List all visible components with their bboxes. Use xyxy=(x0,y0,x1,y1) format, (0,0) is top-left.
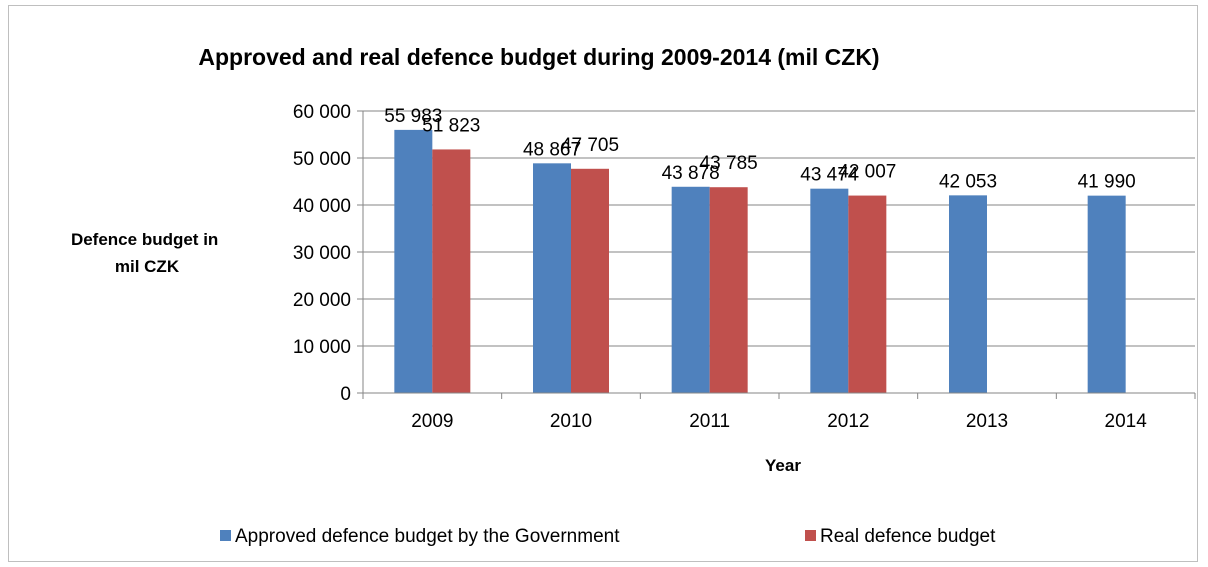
y-tick-label-0: 0 xyxy=(340,384,351,405)
legend: Approved defence budget by the Governmen… xyxy=(220,526,996,547)
x-tick-label-2012: 2012 xyxy=(827,411,869,432)
data-label-approved-2013: 42 053 xyxy=(939,171,997,192)
bar-real-2012 xyxy=(848,195,887,393)
data-label-approved-2012: 43 474 xyxy=(800,165,859,186)
legend-label-approved: Approved defence budget by the Governmen… xyxy=(235,526,620,547)
data-label-approved-2009: 55 983 xyxy=(384,106,442,127)
y-axis-label: Defence budget in mil CZK xyxy=(71,230,223,276)
legend-swatch-real xyxy=(805,530,816,541)
y-tick-label-20000: 20 000 xyxy=(293,290,351,311)
bar-approved-2013 xyxy=(949,195,987,393)
bars xyxy=(394,129,1126,394)
gridlines xyxy=(363,110,1195,347)
y-tick-label-50000: 50 000 xyxy=(293,149,351,170)
bar-approved-2010 xyxy=(533,163,571,393)
x-tick-label-2011: 2011 xyxy=(689,411,730,432)
x-tick-label-2009: 2009 xyxy=(411,411,453,432)
y-axis-label-line-2: mil CZK xyxy=(115,257,180,276)
bar-approved-2011 xyxy=(671,186,710,393)
y-tick-label-30000: 30 000 xyxy=(293,243,351,264)
y-tick-label-40000: 40 000 xyxy=(293,196,351,217)
y-tick-label-10000: 10 000 xyxy=(293,337,351,358)
data-label-approved-2014: 41 990 xyxy=(1078,172,1136,193)
bar-approved-2012 xyxy=(810,188,849,393)
bar-approved-2014 xyxy=(1087,195,1126,393)
y-tick-label-60000: 60 000 xyxy=(293,102,351,123)
data-label-real-2010: 47 705 xyxy=(561,135,619,156)
chart-frame: Approved and real defence budget during … xyxy=(8,5,1198,562)
chart-title: Approved and real defence budget during … xyxy=(198,44,879,70)
data-label-approved-2010: 48 867 xyxy=(523,139,581,160)
x-axis-label: Year xyxy=(765,456,801,475)
x-tick-label-2014: 2014 xyxy=(1105,411,1148,432)
legend-label-real: Real defence budget xyxy=(820,526,996,547)
x-tick-label-2013: 2013 xyxy=(966,411,1008,432)
x-tick-label-2010: 2010 xyxy=(550,411,592,432)
data-label-real-2012: 42 007 xyxy=(838,162,896,183)
bar-real-2009 xyxy=(432,149,471,393)
data-label-real-2011: 43 785 xyxy=(700,153,758,174)
bar-chart: Approved and real defence budget during … xyxy=(71,44,1196,547)
bar-approved-2009 xyxy=(394,129,433,394)
bar-real-2010 xyxy=(571,168,609,393)
y-axis-label-line-1: Defence budget in xyxy=(71,230,218,249)
legend-swatch-approved xyxy=(220,530,231,541)
axes: 0 10 000 20 000 30 000 40 000 50 000 60 000 200… xyxy=(293,102,1196,432)
bar-real-2011 xyxy=(709,187,748,393)
data-label-approved-2011: 43 878 xyxy=(662,163,720,184)
data-label-real-2009: 51 823 xyxy=(422,115,480,136)
